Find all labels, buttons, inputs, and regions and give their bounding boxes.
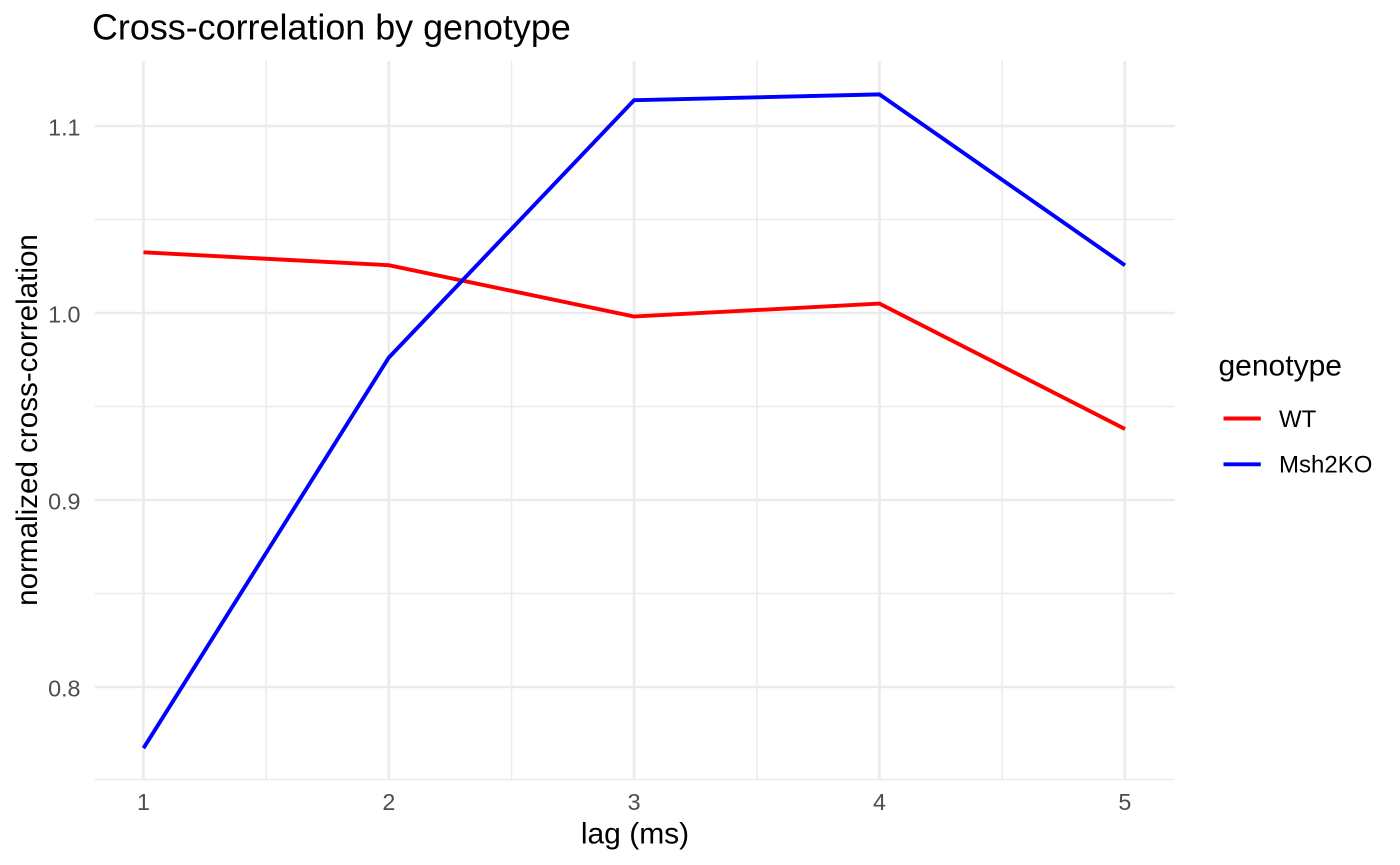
svg-text:Cross-correlation by genotype: Cross-correlation by genotype (92, 7, 571, 47)
svg-text:1.1: 1.1 (48, 114, 80, 140)
svg-text:Msh2KO: Msh2KO (1279, 452, 1372, 479)
svg-text:genotype: genotype (1219, 350, 1342, 383)
svg-text:5: 5 (1118, 789, 1131, 815)
svg-text:WT: WT (1279, 406, 1317, 433)
svg-text:3: 3 (628, 789, 641, 815)
svg-text:1: 1 (137, 789, 150, 815)
svg-text:2: 2 (382, 789, 395, 815)
svg-text:0.8: 0.8 (48, 675, 80, 701)
svg-text:lag (ms): lag (ms) (581, 818, 689, 851)
svg-text:normalized cross-correlation: normalized cross-correlation (11, 234, 44, 606)
svg-text:1.0: 1.0 (48, 301, 80, 327)
svg-text:4: 4 (873, 789, 886, 815)
svg-text:0.9: 0.9 (48, 488, 80, 514)
